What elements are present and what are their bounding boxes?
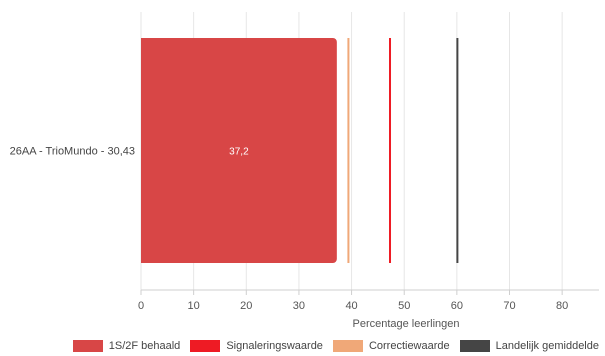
x-tick-label: 20 [240, 300, 252, 312]
x-axis-ticks: 0 10 20 30 40 50 60 70 80 [138, 290, 568, 312]
data-label: 37,2 [229, 147, 249, 158]
legend-label: Signaleringswaarde [226, 340, 323, 352]
legend-item[interactable]: Correctiewaarde [332, 340, 450, 352]
legend-label: Correctiewaarde [368, 340, 450, 352]
bar-left-edge [141, 38, 147, 263]
legend: 1S/2F behaald Signaleringswaarde Correctie… [0, 337, 605, 355]
legend-swatch [332, 340, 363, 352]
x-axis-title: Percentage leerlingen [352, 318, 459, 330]
legend-item[interactable]: Signaleringswaarde [190, 340, 323, 352]
x-tick-label: 70 [503, 300, 515, 312]
x-tick-label: 40 [345, 300, 357, 312]
x-tick-label: 30 [293, 300, 305, 312]
category-labels: 26AA - TrioMundo - 30,43 [10, 146, 135, 158]
reference-lines [347, 38, 459, 263]
legend-item[interactable]: Landelijk gemiddelde [459, 340, 599, 352]
category-label: 26AA - TrioMundo - 30,43 [10, 146, 135, 158]
legend-swatch [190, 340, 221, 352]
legend-label: 1S/2F behaald [108, 340, 181, 352]
legend-item[interactable]: 1S/2F behaald [72, 340, 181, 352]
x-tick-label: 10 [188, 300, 200, 312]
bar [141, 38, 337, 263]
bars: 37,2 [141, 38, 337, 263]
x-tick-label: 0 [138, 300, 144, 312]
x-tick-label: 60 [451, 300, 463, 312]
legend-swatch [459, 340, 490, 352]
x-tick-label: 50 [398, 300, 410, 312]
legend-label: Landelijk gemiddelde [495, 340, 599, 352]
legend-swatch [72, 340, 103, 352]
x-tick-label: 80 [556, 300, 568, 312]
